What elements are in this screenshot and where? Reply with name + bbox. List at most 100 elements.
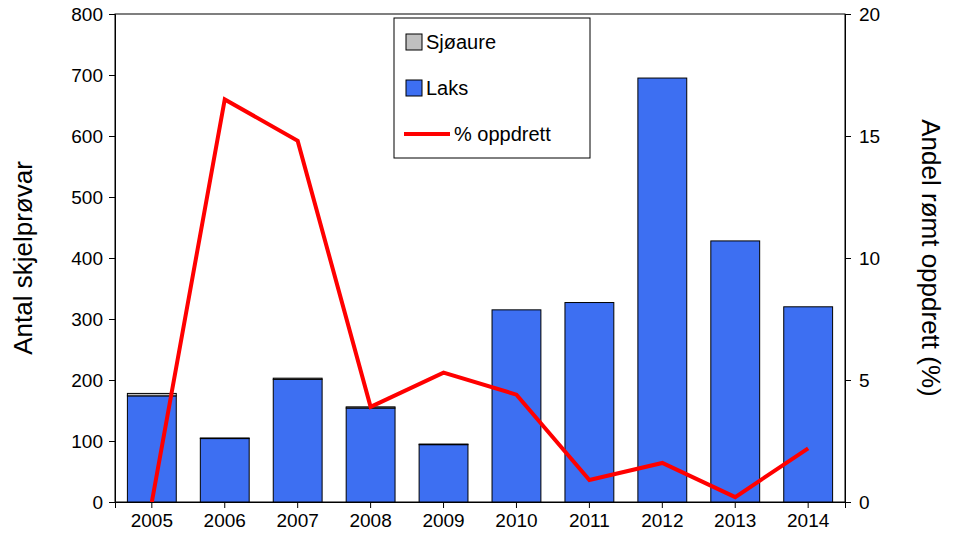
tick-label: 10 (859, 248, 880, 269)
x-tick: 2010 (495, 502, 537, 531)
tick-mark (109, 380, 115, 381)
legend-swatch (406, 34, 422, 50)
axis-line (846, 15, 852, 503)
legend-box (394, 18, 590, 158)
tick-mark (808, 502, 809, 508)
tick-label: 400 (71, 248, 103, 269)
x-tick: 2011 (569, 502, 610, 531)
x-tick: 2014 (787, 502, 830, 531)
bar (419, 445, 468, 502)
tick-label: 500 (71, 187, 103, 208)
plot: 0100200300400500600700800051015202005200… (71, 4, 880, 532)
tick-label: 2007 (277, 510, 319, 531)
legend-label: % oppdrett (454, 123, 551, 145)
legend-label: Laks (426, 77, 468, 99)
tick-mark (370, 502, 371, 508)
tick-label: 2009 (422, 510, 464, 531)
x-tick: 2013 (714, 502, 756, 531)
tick-label: 20 (859, 4, 880, 25)
y2-tick: 15 (845, 126, 880, 147)
legend: SjøaureLaks% oppdrett (394, 18, 590, 158)
tick-label: 2010 (495, 510, 537, 531)
tick-label: 2012 (641, 510, 683, 531)
bar (638, 78, 687, 502)
tick-label: 2005 (131, 510, 173, 531)
tick-mark (109, 441, 115, 442)
tick-mark (735, 502, 736, 508)
tick-mark (662, 502, 663, 508)
bar (492, 309, 541, 310)
y2-tick: 0 (845, 492, 870, 513)
y-tick: 300 (71, 309, 115, 330)
x-tick: 2008 (349, 502, 391, 531)
y2-tick: 5 (845, 370, 870, 391)
tick-mark (845, 14, 851, 15)
legend-swatch (406, 80, 422, 96)
tick-label: 2014 (787, 510, 830, 531)
tick-label: 100 (71, 431, 103, 452)
axis-line (116, 503, 846, 509)
y2-tick: 20 (845, 4, 880, 25)
tick-label: 2008 (349, 510, 391, 531)
tick-mark (109, 319, 115, 320)
bar (419, 444, 468, 446)
bar (492, 310, 541, 502)
x-tick: 2007 (277, 502, 319, 531)
y-tick: 600 (71, 126, 115, 147)
bar (273, 379, 322, 502)
y-tick: 700 (71, 65, 115, 86)
x-axis: 2005 2006 2007 2008 2009 2010 2011 2012 2013 2014 (116, 502, 846, 531)
x-tick: 2005 (131, 502, 173, 531)
plot-frame (115, 14, 845, 502)
bar (784, 307, 833, 502)
y-axis-title: Antal skjelprøvar (8, 161, 38, 355)
y2-axis-title: Andel rømt oppdrett (%) (916, 119, 946, 396)
bar (346, 408, 395, 502)
tick-label: 2013 (714, 510, 756, 531)
bar (711, 240, 760, 241)
axis-line (109, 15, 116, 503)
tick-label: 2011 (569, 510, 610, 531)
y-tick: 500 (71, 187, 115, 208)
x-tick: 2009 (422, 502, 464, 531)
tick-label: 0 (859, 492, 870, 513)
tick-mark (845, 136, 851, 137)
tick-mark (297, 502, 298, 508)
bar (565, 302, 614, 303)
bar (273, 378, 322, 379)
bar (127, 393, 176, 395)
chart: 0100200300400500600700800051015202005200… (0, 0, 955, 547)
bar (200, 437, 249, 439)
y2-axis: 0 5 10 15 20 (845, 4, 880, 513)
tick-label: 800 (71, 4, 103, 25)
x-tick: 2006 (204, 502, 246, 531)
tick-mark (443, 502, 444, 508)
y-tick: 800 (71, 4, 115, 25)
tick-label: 300 (71, 309, 103, 330)
tick-mark (109, 14, 115, 15)
legend-swatch (404, 132, 450, 136)
tick-mark (589, 502, 590, 508)
tick-mark (109, 197, 115, 198)
tick-mark (109, 502, 115, 503)
bar (200, 439, 249, 502)
y-tick: 400 (71, 248, 115, 269)
tick-label: 5 (859, 370, 870, 391)
tick-mark (109, 258, 115, 259)
y-axis: 0100200300400500600700800 (71, 4, 115, 513)
tick-mark (845, 258, 851, 259)
y-tick: 0 (92, 492, 115, 513)
tick-label: 2006 (204, 510, 246, 531)
tick-mark (845, 380, 851, 381)
tick-label: 15 (859, 126, 880, 147)
y-tick: 100 (71, 431, 115, 452)
y2-tick: 10 (845, 248, 880, 269)
bar (638, 78, 687, 79)
tick-label: 0 (92, 492, 103, 513)
marks (127, 78, 832, 502)
bar (784, 306, 833, 307)
tick-mark (109, 75, 115, 76)
tick-mark (516, 502, 517, 508)
x-tick: 2012 (641, 502, 683, 531)
tick-label: 700 (71, 65, 103, 86)
